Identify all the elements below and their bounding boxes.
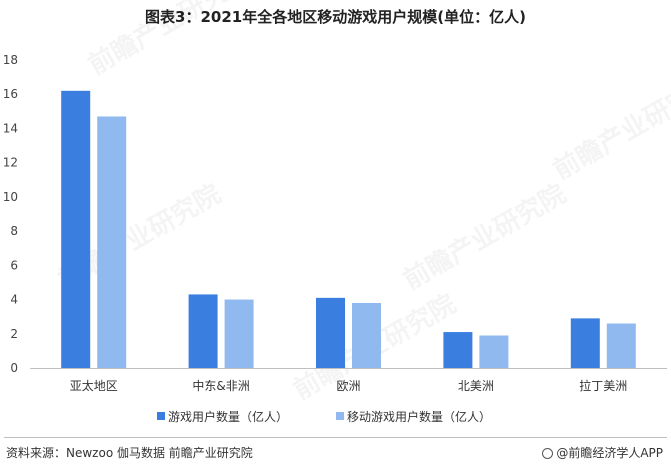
bar-series2-2 xyxy=(352,302,381,368)
brand-text: @前瞻经济学人APP xyxy=(556,446,663,460)
bar-series1-3 xyxy=(443,332,473,368)
watermark-text: 前瞻产业研究院 xyxy=(548,68,671,186)
y-tick-label: 6 xyxy=(10,258,18,272)
legend-label-series1: 游戏用户数量（亿人） xyxy=(168,409,288,424)
bar-series1-1 xyxy=(188,294,218,368)
y-tick-label: 14 xyxy=(3,121,18,135)
y-tick-label: 8 xyxy=(10,224,18,238)
bar-series1-4 xyxy=(570,318,600,368)
bar-series2-4 xyxy=(606,323,636,368)
watermark-text: 前瞻产业研究院 xyxy=(398,178,571,296)
x-category-label: 北美洲 xyxy=(458,379,494,393)
y-tick-label: 18 xyxy=(3,53,18,67)
source-note: 资料来源：Newzoo 伽马数据 前瞻产业研究院 xyxy=(6,446,253,460)
brand-label: @前瞻经济学人APP xyxy=(542,444,663,461)
watermark-text: 前瞻产业研究院 xyxy=(83,0,256,81)
bar-series2-1 xyxy=(224,299,254,368)
legend-label-series2: 移动游戏用户数量（亿人） xyxy=(347,409,491,424)
y-tick-label: 2 xyxy=(10,327,18,341)
x-category-label: 中东&非洲 xyxy=(192,378,249,393)
y-tick-label: 10 xyxy=(3,190,18,204)
bar-series2-0 xyxy=(97,116,127,368)
bar-series1-2 xyxy=(316,297,345,368)
bar-series1-0 xyxy=(61,90,91,369)
legend-swatch-series2 xyxy=(336,412,344,420)
x-axis-categories: 亚太地区 中东&非洲 欧洲 北美洲 拉丁美洲 xyxy=(70,378,628,393)
bars xyxy=(61,90,636,369)
bar-series2-3 xyxy=(479,335,509,368)
x-category-label: 欧洲 xyxy=(336,379,360,393)
brand-logo-icon xyxy=(542,448,554,459)
y-tick-label: 12 xyxy=(3,156,18,170)
y-tick-label: 16 xyxy=(3,87,18,101)
y-tick-label: 0 xyxy=(10,361,18,375)
bar-chart: 前瞻产业研究院前瞻产业研究院前瞻产业研究院前瞻产业研究院前瞻产业研究院 0246… xyxy=(3,0,671,424)
x-category-label: 拉丁美洲 xyxy=(579,378,627,393)
legend: 游戏用户数量（亿人） 移动游戏用户数量（亿人） xyxy=(157,409,491,424)
y-axis: 0 2 4 6 8 10 12 14 16 18 xyxy=(3,53,18,375)
x-category-label: 亚太地区 xyxy=(70,378,118,393)
chart-title: 图表3：2021年全各地区移动游戏用户规模(单位：亿人) xyxy=(145,8,526,26)
footer-divider xyxy=(4,437,667,438)
legend-swatch-series1 xyxy=(157,412,165,420)
y-tick-label: 4 xyxy=(10,293,18,307)
